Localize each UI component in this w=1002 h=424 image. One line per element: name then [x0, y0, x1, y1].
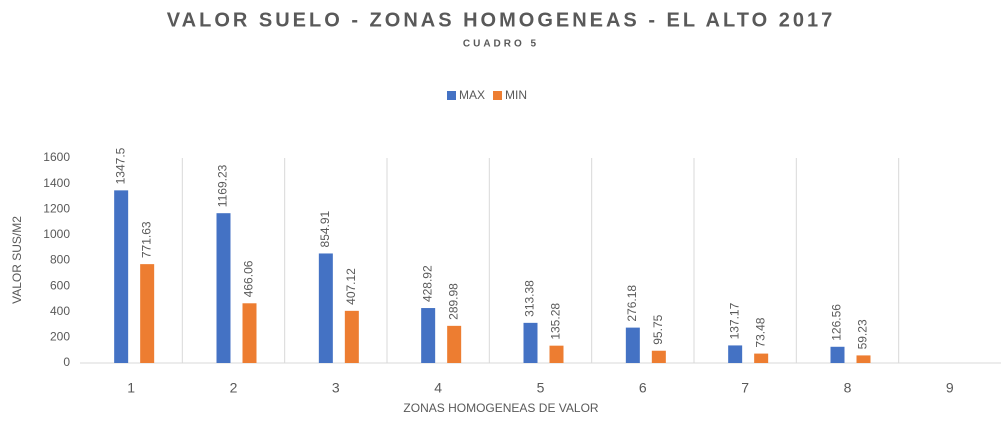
x-tick-label: 4	[434, 380, 442, 396]
data-label: 771.63	[139, 221, 153, 258]
x-tick-label: 8	[844, 380, 852, 396]
y-tick-label: 1000	[43, 227, 70, 241]
legend-label: MAX	[459, 88, 485, 102]
y-tick-label: 400	[50, 304, 70, 318]
data-label: 137.17	[727, 302, 741, 339]
bar	[216, 213, 231, 363]
data-label: 276.18	[625, 285, 639, 322]
x-tick-label: 2	[230, 380, 238, 396]
x-tick-label: 3	[332, 380, 340, 396]
legend-label: MIN	[505, 88, 527, 102]
x-tick-label: 1	[127, 380, 135, 396]
data-label: 126.56	[830, 304, 844, 341]
bar	[625, 327, 640, 363]
y-tick-label: 1200	[43, 201, 70, 215]
data-label: 1169.23	[216, 164, 230, 207]
bar	[523, 322, 538, 363]
bar	[728, 345, 743, 363]
y-tick-label: 800	[50, 253, 70, 267]
x-tick-label: 7	[741, 380, 749, 396]
data-label: 854.91	[318, 210, 332, 247]
y-tick-label: 1400	[43, 176, 70, 190]
bar	[447, 325, 462, 363]
y-tick-label: 0	[63, 355, 70, 369]
data-label: 466.06	[242, 260, 256, 297]
bar	[830, 346, 845, 363]
data-label: 73.48	[753, 317, 767, 347]
bar	[754, 353, 769, 363]
bar	[421, 308, 436, 363]
chart-title: VALOR SUELO - ZONAS HOMOGENEAS - EL ALTO…	[167, 9, 835, 31]
data-label: 289.98	[446, 283, 460, 320]
bar	[318, 253, 333, 363]
x-tick-label: 5	[537, 380, 545, 396]
bar	[344, 310, 359, 363]
x-tick-label: 9	[946, 380, 954, 396]
bar	[140, 264, 155, 363]
data-label: 135.28	[549, 303, 563, 340]
bar	[856, 355, 871, 363]
y-tick-label: 200	[50, 330, 70, 344]
bar	[114, 190, 129, 363]
data-label: 59.23	[856, 319, 870, 349]
data-label: 95.75	[651, 314, 665, 344]
data-label: 1347.5	[113, 147, 127, 184]
chart-subtitle: CUADRO 5	[463, 39, 539, 50]
legend-swatch	[493, 91, 503, 100]
legend-swatch	[447, 91, 456, 100]
data-label: 313.38	[523, 280, 537, 317]
data-label: 428.92	[420, 265, 434, 302]
data-label: 407.12	[344, 268, 358, 305]
y-axis-label: VALOR SUS/M2	[10, 216, 24, 304]
bar	[242, 303, 257, 363]
x-axis-label: ZONAS HOMOGENEAS DE VALOR	[403, 401, 598, 415]
bar	[651, 350, 666, 363]
bar	[549, 345, 564, 363]
x-tick-label: 6	[639, 380, 647, 396]
y-tick-label: 600	[50, 278, 70, 292]
y-tick-label: 1600	[43, 150, 70, 164]
